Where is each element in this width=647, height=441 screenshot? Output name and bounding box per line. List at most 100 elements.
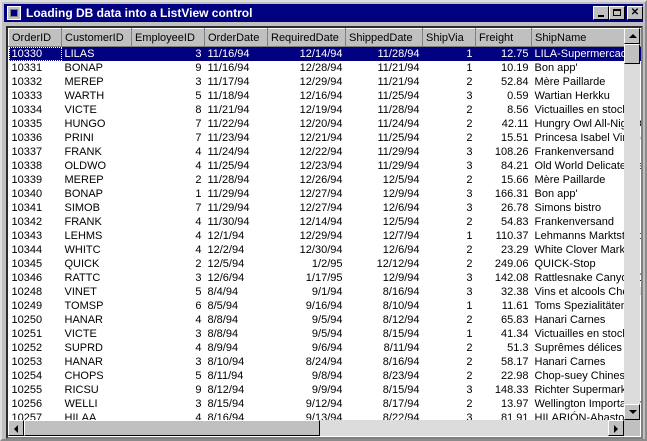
table-row[interactable]: 10338 OLDWO 4 11/25/94 12/23/94 11/29/94 3 84.2… [9,159,642,173]
table-row[interactable]: 10251 VICTE 3 8/8/94 9/5/94 8/15/94 1 41.34 Vict… [9,327,642,341]
cell-shippeddate: 12/7/94 [382,230,420,242]
cell-shipvia: 3 [466,146,473,158]
table-row[interactable]: 10346 RATTC 3 12/6/94 1/17/95 12/9/94 3 142.08 R… [9,271,642,285]
cell-shippeddate: 11/28/94 [377,104,420,116]
horizontal-scroll-thumb[interactable] [24,420,320,436]
cell-employeeid: 3 [195,398,202,410]
column-header-freight[interactable]: Freight [475,28,532,47]
cell-shipvia: 2 [466,370,473,382]
table-row[interactable]: 10332 MEREP 3 11/17/94 12/29/94 11/21/94 2 52.8… [9,75,642,89]
cell-employeeid: 2 [195,174,202,186]
column-header-employeeid[interactable]: EmployeeID [131,28,205,47]
column-header-shipvia[interactable]: ShipVia [422,28,476,47]
cell-employeeid: 5 [195,90,202,102]
scroll-up-button[interactable] [624,28,640,44]
column-header-requireddate[interactable]: RequiredDate [267,28,346,47]
column-header-orderdate[interactable]: OrderDate [204,28,268,47]
cell-employeeid: 5 [195,286,202,298]
cell-orderid: 10344 [11,244,43,256]
cell-requireddate: 9/6/94 [311,342,343,354]
maximize-button[interactable] [609,6,625,20]
cell-employeeid: 4 [195,160,202,172]
table-row[interactable]: 10249 TOMSP 6 8/5/94 9/16/94 8/10/94 1 11.61 Tom… [9,299,642,313]
cell-customerid: QUICK [64,258,100,270]
cell-customerid: TOMSP [64,300,104,312]
scroll-left-button[interactable] [8,420,24,436]
cell-requireddate: 12/23/94 [299,160,343,172]
horizontal-scrollbar[interactable] [8,420,624,436]
column-header-orderid[interactable]: OrderID [8,28,62,47]
cell-shippeddate: 8/15/94 [382,328,420,340]
table-row[interactable]: 10339 MEREP 2 11/28/94 12/26/94 12/5/94 2 15.66… [9,173,642,187]
table-row[interactable]: 10345 QUICK 2 12/5/94 1/2/95 12/12/94 2 249.06 Q… [9,257,642,271]
cell-employeeid: 7 [195,202,202,214]
cell-shippeddate: 8/17/94 [382,398,420,410]
cell-shipname: Wellington Importadora [534,398,642,410]
table-row[interactable]: 10341 SIMOB 7 11/29/94 12/27/94 12/6/94 3 26.78… [9,201,642,215]
close-button[interactable]: ✕ [627,6,643,20]
table-row[interactable]: 10340 BONAP 1 11/29/94 12/27/94 12/9/94 3 166.3… [9,187,642,201]
table-row[interactable]: 10334 VICTE 8 11/21/94 12/19/94 11/28/94 2 8.56… [9,103,642,117]
cell-shipname: Lehmanns Marktstand [534,230,642,242]
cell-shipvia: 2 [466,258,473,270]
cell-requireddate: 9/1/94 [311,286,343,298]
cell-employeeid: 6 [195,300,202,312]
cell-freight: 15.66 [500,174,529,186]
table-row[interactable]: 10252 SUPRD 4 8/9/94 9/6/94 8/11/94 2 51.3 Suprê… [9,341,642,355]
cell-freight: 58.17 [500,356,529,368]
cell-orderid: 10335 [11,118,43,130]
scroll-right-button[interactable] [608,420,624,436]
cell-shipname: Chop-suey Chinese [534,370,632,382]
cell-orderid: 10248 [11,286,43,298]
table-row[interactable]: 10343 LEHMS 4 12/1/94 12/29/94 12/7/94 1 110.37… [9,229,642,243]
table-row[interactable]: 10331 BONAP 9 11/16/94 12/28/94 11/21/94 1 10.1… [9,61,642,75]
cell-requireddate: 9/5/94 [311,328,343,340]
cell-orderid: 10330 [8,46,62,61]
app-icon[interactable] [7,6,21,20]
table-row[interactable]: 10337 FRANK 4 11/24/94 12/22/94 11/29/94 3 108.… [9,145,642,159]
cell-shipname: Vins et alcools Chevalier [534,286,642,298]
cell-orderdate: 8/4/94 [207,286,239,298]
cell-orderdate: 8/15/94 [207,398,245,410]
cell-shipvia: 2 [466,356,473,368]
cell-shipname: Mère Paillarde [534,76,606,88]
minimize-button[interactable] [593,6,609,20]
table-row[interactable]: 10342 FRANK 4 11/30/94 12/14/94 12/5/94 2 54.83… [9,215,642,229]
cell-employeeid: 7 [195,118,202,130]
column-header-shipname[interactable]: ShipName [531,28,641,47]
cell-customerid: BONAP [64,188,104,200]
cell-orderdate: 11/16/94 [207,62,250,74]
scroll-down-button[interactable] [624,404,640,420]
cell-employeeid: 4 [195,216,202,228]
column-header-shippeddate[interactable]: ShippedDate [345,28,423,47]
cell-shipvia: 2 [466,132,473,144]
cell-customerid: SUPRD [64,342,104,354]
vertical-scrollbar[interactable] [624,28,640,420]
cell-shipvia: 2 [466,216,473,228]
table-row[interactable]: 10253 HANAR 3 8/10/94 8/24/94 8/16/94 2 58.17 Ha… [9,355,642,369]
cell-shippeddate: 8/12/94 [382,314,420,326]
table-row[interactable]: 10248 VINET 5 8/4/94 9/1/94 8/16/94 3 32.38 Vins… [9,285,642,299]
table-row[interactable]: 10335 HUNGO 7 11/22/94 12/20/94 11/24/94 2 42.1… [9,117,642,131]
table-row[interactable]: 10255 RICSU 9 8/12/94 9/9/94 8/15/94 3 148.33 Ri… [9,383,642,397]
title-bar[interactable]: Loading DB data into a ListView control … [4,4,643,22]
cell-customerid: MEREP [64,174,104,186]
cell-orderid: 10338 [11,160,43,172]
cell-orderdate: 8/12/94 [207,384,245,396]
cell-orderid: 10254 [11,370,43,382]
table-row[interactable]: 10333 WARTH 5 11/18/94 12/16/94 11/25/94 3 0.59… [9,89,642,103]
cell-shippeddate: 11/28/94 [345,46,423,61]
table-row[interactable]: 10330 LILAS 3 11/16/94 12/14/94 11/28/94 1 12.7… [8,46,641,61]
cell-shipname: Toms Spezialitäten [534,300,627,312]
orders-listview[interactable]: OrderID CustomerID EmployeeID OrderDate Requ… [6,26,643,439]
table-row[interactable]: 10250 HANAR 4 8/8/94 9/5/94 8/12/94 2 65.83 Hana… [9,313,642,327]
cell-shipvia: 3 [466,412,473,424]
table-row[interactable]: 10336 PRINI 7 11/23/94 12/21/94 11/25/94 2 15.5… [9,131,642,145]
table-row[interactable]: 10256 WELLI 3 8/15/94 9/12/94 8/17/94 2 13.97 We… [9,397,642,411]
vertical-scroll-thumb[interactable] [624,44,640,64]
column-header-customerid[interactable]: CustomerID [61,28,132,47]
cell-shipname: Richter Supermarkt [534,384,630,396]
table-row[interactable]: 10254 CHOPS 5 8/11/94 9/8/94 8/23/94 2 22.98 Cho… [9,369,642,383]
table-row[interactable]: 10344 WHITC 4 12/2/94 12/30/94 12/6/94 2 23.29 W… [9,243,642,257]
cell-freight: 166.31 [494,188,529,200]
